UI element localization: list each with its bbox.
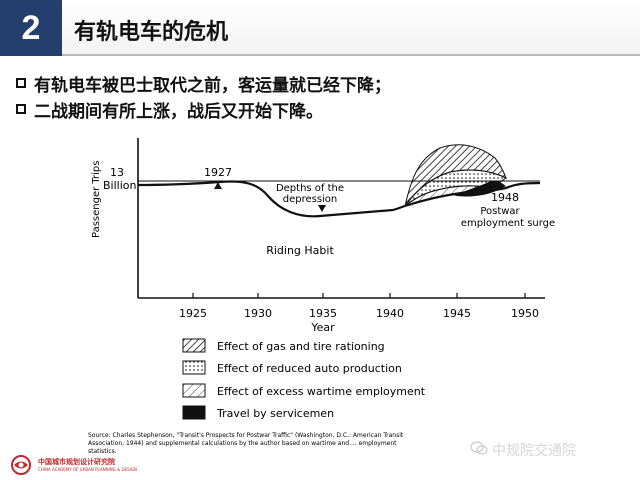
bullet-item: 二战期间有所上涨，战后又开始下降。 <box>16 96 391 122</box>
bullet-text: 有轨电车被巴士取代之前，客运量就已经下降； <box>34 75 391 96</box>
source-line: Association, 1944) and supplemental calc… <box>88 440 397 447</box>
legend-swatch-hatch <box>182 338 206 353</box>
annotation-depression-1: Depths of the <box>276 183 344 194</box>
section-number-badge: 2 <box>0 0 62 56</box>
watermark-text: 中规院交通院 <box>492 443 576 459</box>
wechat-watermark-icon <box>470 441 488 455</box>
bullet-item: 有轨电车被巴士取代之前，客运量就已经下降； <box>16 70 391 96</box>
slide-title: 有轨电车的危机 <box>74 20 229 45</box>
legend-label: Effect of reduced auto production <box>217 362 402 375</box>
riding-habit-line <box>137 180 541 218</box>
academy-logo-subtext: CHINA ACADEMY OF URBAN PLANNING & DESIGN <box>38 467 137 472</box>
x-tick-label: 1930 <box>244 307 272 320</box>
x-tick-label: 1940 <box>376 307 404 320</box>
annotation-riding-habit: Riding Habit <box>266 244 334 257</box>
legend-swatch-dots <box>182 360 206 375</box>
annotation-postwar-2: employment surge <box>461 218 555 229</box>
annotation-postwar-1: Postwar <box>480 206 520 217</box>
x-tick-label: 1935 <box>309 307 337 320</box>
academy-logo-icon <box>11 455 31 475</box>
x-tick-marks <box>192 293 526 298</box>
title-band <box>62 0 640 56</box>
legend-label: Effect of gas and tire rationing <box>217 340 385 353</box>
y-ref-label: 13 <box>110 166 124 179</box>
annotation-depression-2: depression <box>283 194 338 205</box>
annotation-1948-marker-icon <box>489 181 497 188</box>
title-divider <box>62 54 640 56</box>
y-ref-label: Billion <box>103 179 137 192</box>
source-line: Source: Charles Stephenson, "Transit's P… <box>88 432 404 439</box>
y-axis-label: Passenger Trips <box>91 161 102 239</box>
annotation-depression-marker-icon <box>318 205 326 212</box>
annotation-1948: 1948 <box>491 191 519 204</box>
source-line: statistics. <box>88 448 117 455</box>
x-tick-label: 1945 <box>443 307 471 320</box>
bullet-text: 二战期间有所上涨，战后又开始下降。 <box>34 101 323 122</box>
x-tick-label: 1925 <box>179 307 207 320</box>
square-bullet-icon <box>16 78 26 88</box>
x-axis-label: Year <box>310 321 335 334</box>
legend-swatch-solid <box>182 405 206 420</box>
legend-swatch-light <box>182 383 206 398</box>
bullet-list: 有轨电车被巴士取代之前，客运量就已经下降； 二战期间有所上涨，战后又开始下降。 <box>16 70 391 122</box>
legend-label: Travel by servicemen <box>216 407 334 420</box>
annotation-1927: 1927 <box>204 166 232 179</box>
legend-label: Effect of excess wartime employment <box>217 385 426 398</box>
square-bullet-icon <box>16 104 26 114</box>
academy-logo-text: 中国城市规划设计研究院 <box>38 458 115 466</box>
x-tick-label: 1950 <box>511 307 539 320</box>
annotation-1927-marker-icon <box>214 182 222 189</box>
chart-legend: Effect of gas and tire rationing Effect … <box>182 338 426 420</box>
